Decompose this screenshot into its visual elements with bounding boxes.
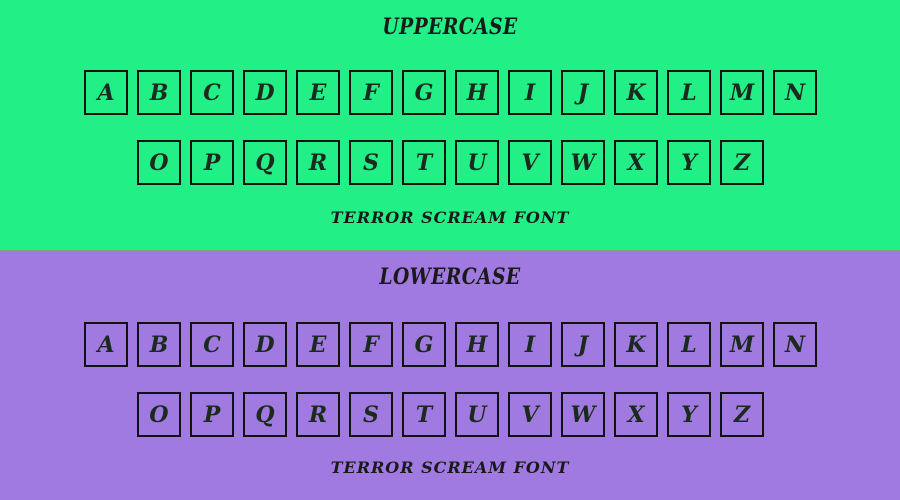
- section-title: UPPERCASE: [382, 14, 518, 40]
- glyph-box: X: [614, 140, 658, 185]
- glyph-box: F: [349, 322, 393, 367]
- glyph-box: J: [561, 322, 605, 367]
- glyph-box: K: [614, 322, 658, 367]
- glyph-box: H: [455, 322, 499, 367]
- glyph-box: W: [561, 140, 605, 185]
- glyph-box: N: [773, 322, 817, 367]
- glyph-box: J: [561, 70, 605, 115]
- glyph-box: Y: [667, 392, 711, 437]
- glyph-box: O: [137, 392, 181, 437]
- glyph-box: S: [349, 140, 393, 185]
- glyph-box: I: [508, 322, 552, 367]
- glyph-box: Q: [243, 140, 287, 185]
- glyph-box: A: [84, 70, 128, 115]
- glyph-box: K: [614, 70, 658, 115]
- glyph-box: D: [243, 322, 287, 367]
- glyph-box: U: [455, 140, 499, 185]
- glyph-box: X: [614, 392, 658, 437]
- glyph-box: V: [508, 392, 552, 437]
- glyph-box: N: [773, 70, 817, 115]
- glyph-box: T: [402, 392, 446, 437]
- glyph-box: E: [296, 322, 340, 367]
- section-title: LOWERCASE: [379, 264, 521, 290]
- glyph-box: V: [508, 140, 552, 185]
- glyph-box: B: [137, 70, 181, 115]
- glyph-box: P: [190, 392, 234, 437]
- glyph-box: C: [190, 70, 234, 115]
- glyph-box: W: [561, 392, 605, 437]
- glyph-box: E: [296, 70, 340, 115]
- glyph-box: H: [455, 70, 499, 115]
- glyph-box: Z: [720, 140, 764, 185]
- glyph-box: Z: [720, 392, 764, 437]
- glyph-box: A: [84, 322, 128, 367]
- glyph-box: S: [349, 392, 393, 437]
- glyph-box: Y: [667, 140, 711, 185]
- font-name-label: TERROR SCREAM FONT: [330, 208, 570, 227]
- glyph-box: F: [349, 70, 393, 115]
- glyph-box: G: [402, 70, 446, 115]
- glyph-box: D: [243, 70, 287, 115]
- glyph-box: T: [402, 140, 446, 185]
- glyph-box: G: [402, 322, 446, 367]
- glyph-box: C: [190, 322, 234, 367]
- glyph-box: U: [455, 392, 499, 437]
- glyph-box: L: [667, 322, 711, 367]
- glyph-box: P: [190, 140, 234, 185]
- glyph-box: M: [720, 70, 764, 115]
- font-name-label: TERROR SCREAM FONT: [330, 458, 570, 477]
- glyph-box: M: [720, 322, 764, 367]
- glyph-box: B: [137, 322, 181, 367]
- glyph-box: R: [296, 392, 340, 437]
- glyph-box: I: [508, 70, 552, 115]
- glyph-box: Q: [243, 392, 287, 437]
- glyph-box: R: [296, 140, 340, 185]
- glyph-box: O: [137, 140, 181, 185]
- glyph-box: L: [667, 70, 711, 115]
